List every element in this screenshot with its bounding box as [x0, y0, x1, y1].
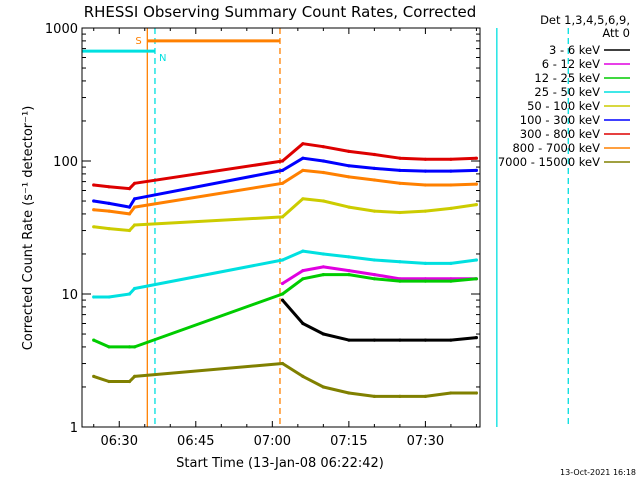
series-25-50-kev [92, 249, 478, 299]
series-line-segment [281, 299, 477, 342]
chart-title: RHESSI Observing Summary Count Rates, Co… [84, 3, 477, 21]
series-line-segment [93, 362, 477, 398]
x-axis-label: Start Time (13-Jan-08 06:22:42) [176, 456, 384, 471]
legend-label: 50 - 100 keV [527, 99, 600, 113]
x-tick-label: 07:30 [407, 434, 444, 449]
x-tick-label: 06:45 [177, 434, 214, 449]
series-line-segment [281, 265, 477, 285]
plot-area: SN [82, 28, 569, 427]
annotation-layer: SN [82, 28, 569, 427]
series-line-segment [93, 156, 477, 209]
series-layer [92, 142, 478, 398]
night-label: N [159, 53, 166, 64]
series-line-segment [93, 142, 477, 191]
legend-header-line-2: Att 0 [602, 26, 630, 40]
legend-label: 800 - 7000 keV [512, 141, 600, 155]
legend-label: 6 - 12 keV [542, 57, 600, 71]
x-tick-label: 07:15 [330, 434, 367, 449]
saa-label: S [135, 36, 141, 47]
y-tick-label: 10 [61, 288, 78, 303]
y-axis: 1 10 100 1000 [45, 22, 480, 436]
x-tick-label: 07:00 [254, 434, 291, 449]
legend-label: 25 - 50 keV [534, 85, 600, 99]
y-axis-label: Corrected Count Rate (s⁻¹ detector⁻¹) [21, 106, 36, 351]
series-line-segment [93, 197, 477, 232]
series-3-6-kev [280, 298, 478, 342]
series-300-800-kev [92, 142, 478, 191]
footer-timestamp: 13-Oct-2021 16:18 [560, 468, 636, 477]
series-line-segment [93, 249, 477, 299]
y-tick-label: 100 [53, 155, 78, 170]
series-line-segment [93, 168, 477, 216]
legend-label: 7000 - 15000 keV [498, 155, 600, 169]
legend-label: 300 - 800 keV [520, 127, 600, 141]
series-12-25-kev [92, 273, 478, 349]
series-line-segment [93, 273, 477, 349]
series-50-100-kev [92, 197, 478, 233]
plot-frame [81, 27, 481, 428]
y-tick-label: 1000 [45, 22, 78, 37]
x-tick-label: 06:30 [101, 434, 138, 449]
legend-label: 100 - 300 keV [520, 113, 600, 127]
legend-label: 12 - 25 keV [534, 71, 600, 85]
series-800-7000-kev [92, 168, 478, 216]
legend-label: 3 - 6 keV [549, 43, 600, 57]
legend-header-line-1: Det 1,3,4,5,6,9, [540, 13, 630, 27]
series-100-300-kev [92, 156, 478, 209]
y-tick-label: 1 [70, 421, 78, 436]
series-7000-15000-kev [92, 361, 478, 398]
x-axis: 06:30 06:45 07:00 07:15 07:30 [93, 28, 477, 449]
